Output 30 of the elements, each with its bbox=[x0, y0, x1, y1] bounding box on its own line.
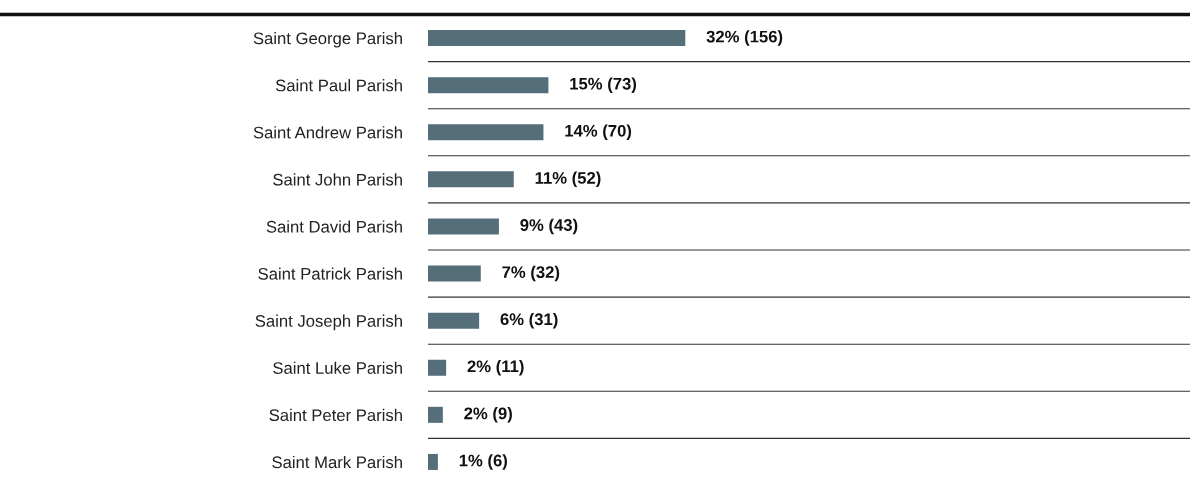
y-tick-label: Saint John Parish bbox=[273, 173, 402, 186]
data-label: 6% (31) bbox=[500, 312, 558, 329]
bar bbox=[428, 171, 514, 188]
y-tick-label: Saint George Parish bbox=[253, 32, 402, 48]
data-label: 14% (70) bbox=[565, 124, 632, 141]
y-tick-label: Saint Patrick Parish bbox=[258, 267, 402, 280]
data-label: 2% (11) bbox=[467, 359, 524, 376]
y-tick-label: Saint Luke Parish bbox=[273, 361, 402, 374]
data-label: 7% (32) bbox=[502, 265, 560, 282]
bar bbox=[428, 406, 443, 423]
data-label: 15% (73) bbox=[570, 77, 637, 93]
bar bbox=[428, 30, 686, 47]
bar bbox=[428, 218, 499, 235]
bar bbox=[428, 124, 544, 141]
data-label: 1% (6) bbox=[459, 454, 507, 470]
data-label: 9% (43) bbox=[520, 218, 578, 235]
y-tick-label: Saint Joseph Parish bbox=[255, 314, 402, 331]
y-tick-label: Saint Peter Parish bbox=[269, 408, 402, 422]
bar bbox=[428, 453, 438, 470]
y-tick-label: Saint Mark Parish bbox=[272, 455, 402, 469]
bar bbox=[428, 359, 447, 376]
bar bbox=[428, 312, 480, 329]
y-tick-label: Saint Andrew Parish bbox=[253, 126, 402, 139]
data-label: 32% (156) bbox=[706, 30, 783, 46]
data-label: 11% (52) bbox=[535, 171, 601, 188]
bar bbox=[428, 265, 481, 282]
y-tick-label: Saint Paul Parish bbox=[275, 79, 402, 92]
data-label: 2% (9) bbox=[464, 407, 512, 423]
bar bbox=[428, 77, 549, 94]
y-tick-label: Saint David Parish bbox=[266, 220, 402, 233]
